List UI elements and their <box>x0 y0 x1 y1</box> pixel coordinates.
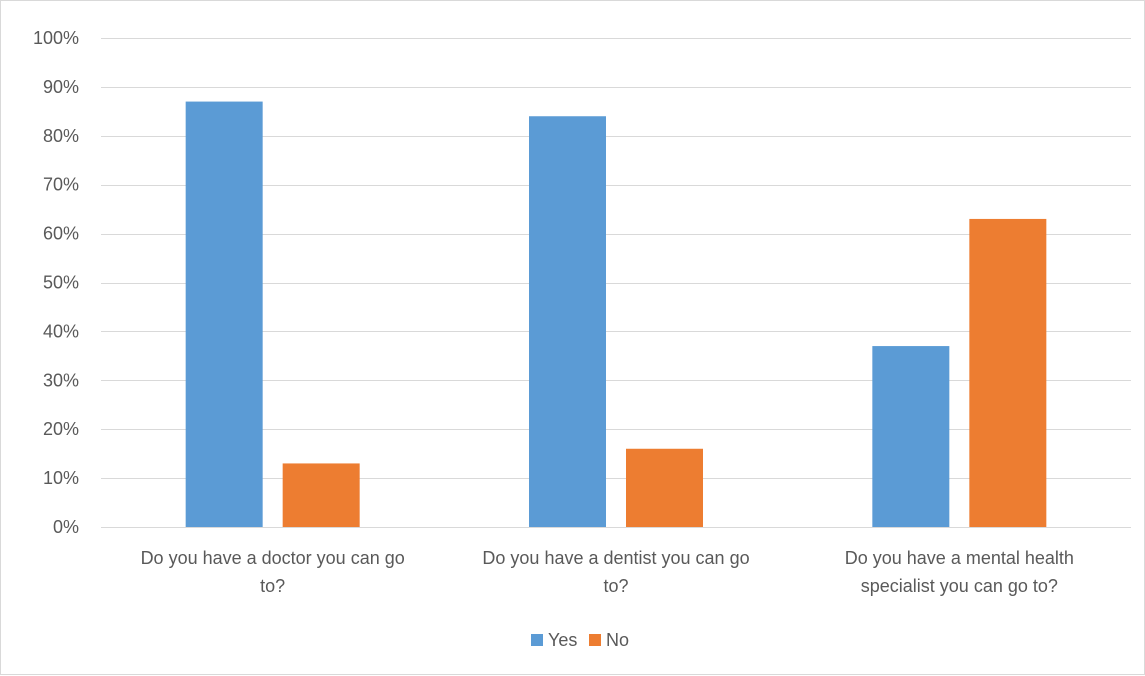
y-tick-label: 30% <box>43 370 79 390</box>
legend-swatch <box>531 634 543 646</box>
bar-no-2 <box>626 448 703 527</box>
category-label: Do you have a mental health specialist yo… <box>845 548 1074 596</box>
legend-label: No <box>606 630 629 650</box>
bar-yes-1 <box>185 101 263 527</box>
category-label-line: to? <box>603 576 628 596</box>
category-label-line: to? <box>260 576 285 596</box>
category-label-line: specialist you can go to? <box>861 576 1058 596</box>
bar-yes-3 <box>872 346 950 527</box>
y-tick-label: 20% <box>43 419 79 439</box>
gridlines <box>101 38 1131 479</box>
legend: Yes No <box>531 630 629 650</box>
legend-item-yes: Yes <box>531 630 577 650</box>
y-tick-label: 0% <box>53 517 79 537</box>
bar-no-1 <box>282 463 360 527</box>
bars <box>185 101 1047 528</box>
legend-label: Yes <box>548 630 577 650</box>
category-label: Do you have a doctor you can go to? <box>141 548 405 596</box>
category-label: Do you have a dentist you can go to? <box>482 548 749 596</box>
y-tick-label: 70% <box>43 175 79 195</box>
y-tick-label: 50% <box>43 273 79 293</box>
y-tick-label: 90% <box>43 77 79 97</box>
legend-swatch <box>589 634 601 646</box>
bar-yes-2 <box>529 116 606 528</box>
y-tick-label: 60% <box>43 224 79 244</box>
category-label-line: Do you have a mental health <box>845 548 1074 568</box>
y-tick-label: 10% <box>43 468 79 488</box>
category-label-line: Do you have a doctor you can go <box>141 548 405 568</box>
category-label-line: Do you have a dentist you can go <box>482 548 749 568</box>
y-axis-tick-labels: 0% 10% 20% 30% 40% 50% 60% 70% 80% 90% 100% <box>33 28 79 537</box>
y-tick-label: 80% <box>43 126 79 146</box>
y-tick-label: 40% <box>43 321 79 341</box>
bar-no-3 <box>969 218 1047 527</box>
legend-item-no: No <box>589 630 629 650</box>
y-tick-label: 100% <box>33 28 79 48</box>
